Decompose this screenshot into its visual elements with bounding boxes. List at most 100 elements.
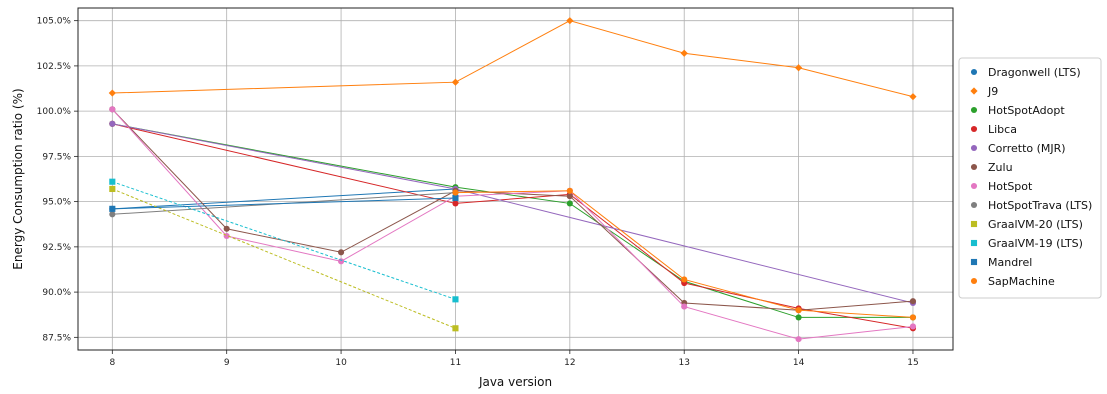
legend-item: GraalVM-20 (LTS) [970, 218, 1083, 231]
data-point [109, 120, 116, 127]
series-line [112, 197, 456, 210]
legend-item: Libca [970, 123, 1017, 136]
legend-label: HotSpot [988, 180, 1033, 193]
legend-item: GraalVM-19 (LTS) [970, 237, 1083, 250]
legend-marker [970, 220, 978, 228]
series-line [111, 108, 914, 340]
data-point [109, 178, 116, 185]
legend-item: Corretto (MJR) [970, 142, 1066, 155]
legend-marker [970, 182, 978, 190]
data-point [338, 258, 345, 265]
legend-item: Dragonwell (LTS) [970, 66, 1081, 79]
legend-marker [970, 277, 978, 285]
x-tick-label: 11 [450, 358, 461, 368]
series-1 [108, 17, 917, 101]
x-tick-label: 12 [564, 358, 575, 368]
data-point [794, 64, 803, 72]
series-line [112, 123, 914, 304]
data-point [109, 211, 116, 218]
legend-marker [970, 125, 978, 133]
legend-label: J9 [987, 85, 998, 98]
y-tick-label: 92.5% [42, 243, 71, 253]
legend-box [958, 57, 1102, 299]
x-tick-label: 10 [335, 358, 347, 368]
data-point [681, 303, 688, 310]
legend-label: Dragonwell (LTS) [988, 66, 1081, 79]
legend-marker [970, 258, 978, 266]
plot-frame [77, 7, 954, 351]
legend-label: HotSpotTrava (LTS) [988, 199, 1092, 212]
series-3 [109, 120, 917, 332]
y-tick-label: 90.0% [42, 288, 71, 298]
legend-label: GraalVM-19 (LTS) [988, 237, 1083, 250]
series-line [112, 123, 913, 318]
y-axis-ticks: 87.5% 90.0% 92.5% 95.0% 97.5% 100.0% 102.5% 105… [37, 17, 78, 343]
data-point [909, 314, 917, 321]
y-tick-label: 105.0% [37, 17, 72, 27]
y-tick-label: 87.5% [42, 333, 71, 343]
legend-label: SapMachine [988, 275, 1055, 288]
grid-lines [78, 8, 953, 350]
data-point [452, 200, 459, 207]
legend-marker [970, 201, 978, 209]
data-point [566, 200, 573, 207]
data-point [680, 49, 688, 57]
series-line [112, 123, 914, 329]
legend-item: Mandrel [970, 256, 1032, 269]
y-tick-label: 97.5% [42, 152, 71, 162]
legend-item: HotSpotAdopt [970, 104, 1065, 117]
data-point [795, 314, 802, 321]
legend-label: Corretto (MJR) [988, 142, 1066, 155]
data-point [108, 89, 116, 97]
data-point [909, 323, 917, 330]
data-point [109, 106, 116, 113]
x-tick-label: 14 [793, 358, 805, 368]
data-point [223, 225, 230, 232]
x-axis-label: Java version [478, 375, 552, 389]
legend-marker [970, 144, 978, 152]
data-point [681, 276, 688, 283]
data-point [566, 17, 574, 25]
data-point [566, 187, 573, 194]
x-tick-label: 15 [907, 358, 918, 368]
legend-item: SapMachine [970, 275, 1055, 288]
legend-label: Libca [988, 123, 1017, 136]
data-point [566, 193, 573, 200]
series-10 [109, 194, 459, 212]
y-tick-label: 100.0% [37, 107, 72, 117]
series-line [112, 188, 456, 329]
series-5 [109, 106, 917, 314]
data-point [795, 307, 802, 314]
legend-label: HotSpotAdopt [988, 104, 1065, 117]
data-point [452, 189, 459, 196]
x-tick-label: 9 [224, 358, 230, 368]
legend-marker [970, 239, 978, 247]
series-4 [109, 120, 917, 307]
series-9 [109, 178, 459, 303]
legend-label: Zulu [988, 161, 1013, 174]
x-tick-label: 13 [678, 358, 689, 368]
series-11 [452, 187, 917, 321]
data-point [109, 185, 116, 193]
y-tick-label: 95.0% [42, 198, 71, 208]
data-point [338, 249, 345, 256]
data-point [795, 336, 802, 343]
data-point [109, 205, 116, 212]
legend-marker [970, 106, 978, 114]
series-line [112, 20, 914, 98]
data-point [452, 325, 459, 332]
data-point [451, 78, 460, 86]
legend-item: HotSpotTrava (LTS) [970, 199, 1092, 212]
plot-series [108, 17, 917, 343]
data-point [452, 296, 459, 303]
data-point [909, 298, 917, 305]
legend: Dragonwell (LTS) J9 HotSpotAdopt Libca Corre… [958, 57, 1102, 299]
legend-item: HotSpot [970, 180, 1033, 193]
y-tick-label: 102.5% [37, 62, 72, 72]
x-tick-label: 8 [109, 358, 115, 368]
legend-item: Zulu [970, 161, 1013, 174]
y-axis-label: Energy Consumption ratio (%) [11, 88, 25, 269]
series-6 [109, 106, 917, 343]
x-axis-ticks: 8 9 10 11 12 13 14 15 [109, 350, 919, 368]
